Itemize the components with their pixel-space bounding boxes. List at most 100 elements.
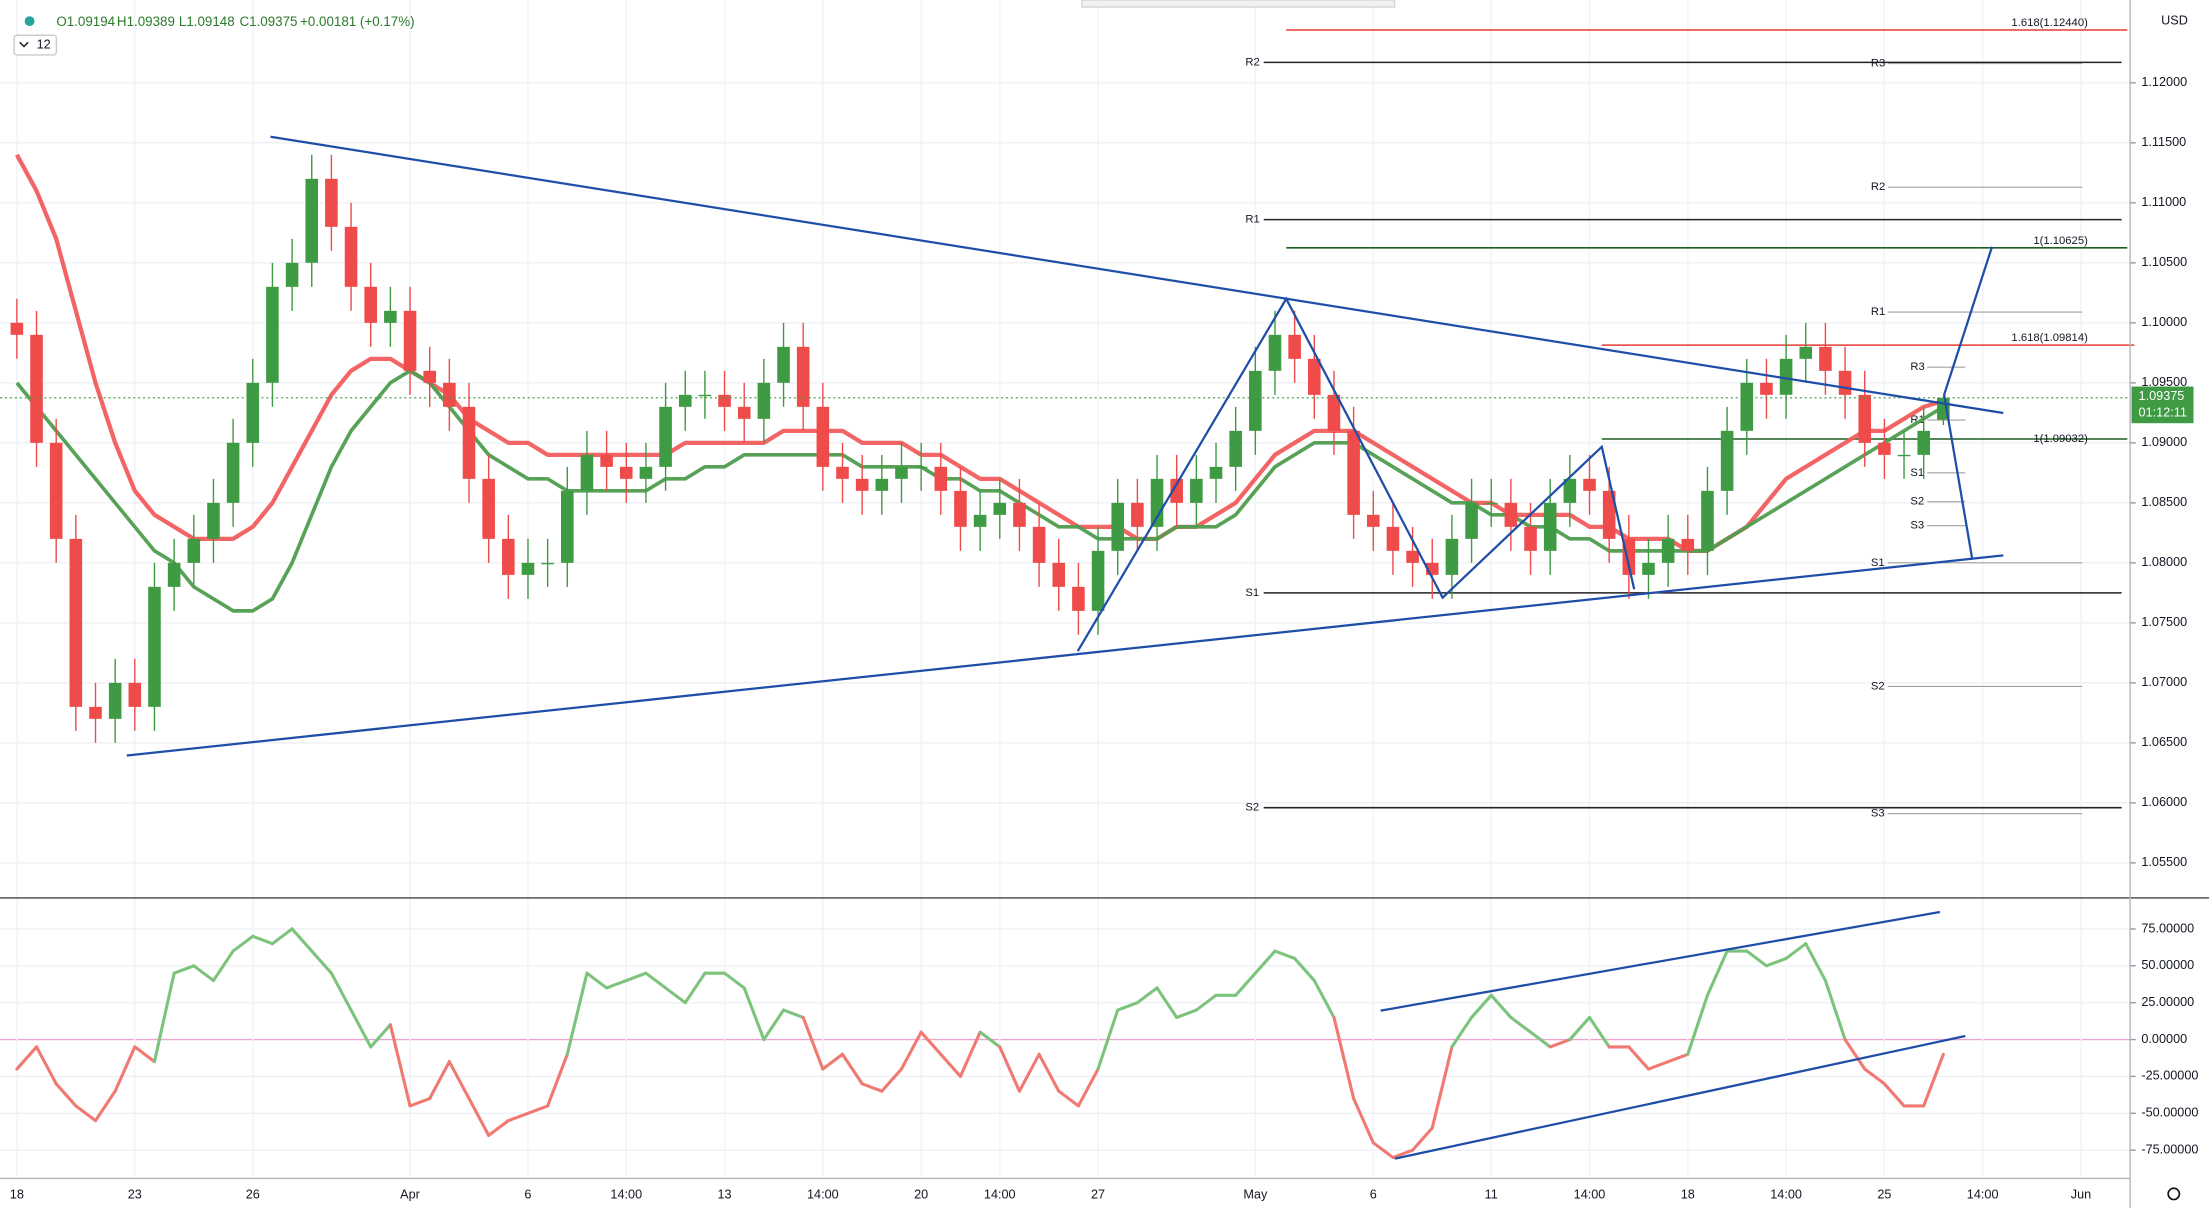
oscillator-segment (1411, 1126, 1434, 1152)
candle-body (1465, 502, 1478, 539)
candle-body (1917, 430, 1930, 455)
last-price-label: 1.09375 (2139, 389, 2185, 403)
oscillator-segment (1528, 1030, 1552, 1049)
candle-body (187, 538, 201, 563)
candle-body (1799, 346, 1813, 359)
x-tick-label: 18 (10, 1188, 24, 1202)
oscillator-segment (821, 1052, 845, 1071)
candle-body (1072, 586, 1085, 611)
oscillator-segment (742, 986, 766, 1042)
candle-body (30, 334, 43, 443)
oscillator-segment (1922, 1052, 1945, 1108)
candle-body (1366, 514, 1380, 527)
oscillator-segment (1017, 1052, 1041, 1093)
candle-body (89, 706, 102, 719)
oscillator-segment (723, 971, 746, 990)
y-tick-label: 1.11000 (2141, 195, 2186, 209)
candle-body (1602, 490, 1616, 539)
oscillator-segment (1804, 942, 1827, 983)
y-tick-label: 1.09000 (2141, 435, 2187, 449)
oscillator-segment (801, 1015, 825, 1071)
candle-body (1720, 430, 1734, 491)
candle-body (1819, 346, 1832, 371)
moving-average (15, 368, 1945, 613)
candle-body (1052, 562, 1066, 587)
candle-body (462, 406, 476, 479)
x-tick-label: 20 (914, 1188, 928, 1202)
settings-icon[interactable] (2167, 1187, 2181, 1201)
oscillator-segment (1646, 1060, 1670, 1071)
oscillator-segment (1273, 949, 1297, 960)
candle-body (403, 310, 417, 371)
candle-body (1091, 550, 1105, 611)
oscillator-segment (1194, 993, 1218, 1012)
candle-body (69, 538, 83, 707)
y2-tick-label: 50.00000 (2141, 958, 2194, 972)
oscillator-segment (428, 1060, 451, 1101)
level-label: S1 (1871, 557, 1885, 569)
level-label: R3 (1871, 58, 1885, 70)
oscillator-segment (447, 1060, 471, 1101)
oscillator-segment (152, 971, 176, 1064)
oscillator-segment (1627, 1045, 1651, 1071)
oscillator-segment (310, 949, 333, 975)
candle-body (384, 310, 397, 323)
x-tick-label: 14:00 (1770, 1188, 1802, 1202)
candle-body (1642, 562, 1655, 575)
oscillator-segment (1470, 993, 1493, 1019)
candle-body (1583, 478, 1596, 491)
candle-body (285, 262, 299, 287)
candle-body (541, 562, 554, 565)
level-label: S2 (1245, 802, 1259, 814)
osc-trendline (1380, 910, 1941, 1012)
oscillator-segment (1234, 971, 1257, 997)
x-tick-label: 18 (1681, 1188, 1695, 1202)
candle-body (659, 406, 672, 467)
candle-body (266, 286, 279, 383)
y-tick-label: 1.09500 (2141, 375, 2187, 389)
x-tick-label: 11 (1485, 1188, 1498, 1202)
candle-body (973, 514, 987, 527)
candle-body (364, 286, 378, 323)
candle-body (718, 394, 731, 407)
oscillator-segment (1096, 1008, 1120, 1071)
level-label: R3 (1910, 361, 1924, 373)
oscillator-segment (998, 1045, 1021, 1093)
candle-body (1229, 430, 1242, 467)
candle-body (128, 682, 142, 707)
indicator-toggle[interactable] (13, 34, 58, 56)
candle-body (796, 346, 810, 407)
candle-body (1878, 442, 1891, 455)
oscillator-segment (762, 1008, 786, 1042)
oscillator-segment (231, 934, 255, 953)
candle-body (226, 442, 240, 503)
y-tick-label: 1.08500 (2141, 495, 2187, 509)
y-tick-label: 1.10500 (2141, 255, 2187, 269)
candle-body (954, 490, 967, 527)
candle-body (619, 466, 633, 479)
oscillator-segment (1391, 1148, 1415, 1160)
y2-tick-label: 0.00000 (2141, 1032, 2187, 1046)
x-tick-label: 23 (128, 1188, 142, 1202)
candle-body (1740, 382, 1754, 431)
level-label: R2 (1871, 181, 1885, 193)
level-label: S2 (1871, 680, 1885, 692)
badge: 12 (37, 37, 51, 51)
oscillator-segment (860, 1082, 884, 1093)
candle-body (305, 178, 319, 263)
oscillator-segment (1509, 1015, 1533, 1034)
candle-body (1347, 430, 1360, 515)
oscillator-segment (1489, 993, 1513, 1019)
oscillator-segment (172, 964, 196, 975)
level-label: 1(1.09032) (2033, 433, 2088, 445)
candle-body (207, 502, 220, 539)
status-dot (24, 16, 35, 27)
oscillator-segment (939, 1052, 963, 1078)
y2-tick-label: 25.00000 (2141, 995, 2194, 1009)
currency: USD (2161, 13, 2188, 27)
oscillator-segment (211, 949, 235, 983)
candle-body (1131, 502, 1144, 527)
oscillator-segment (585, 971, 609, 990)
